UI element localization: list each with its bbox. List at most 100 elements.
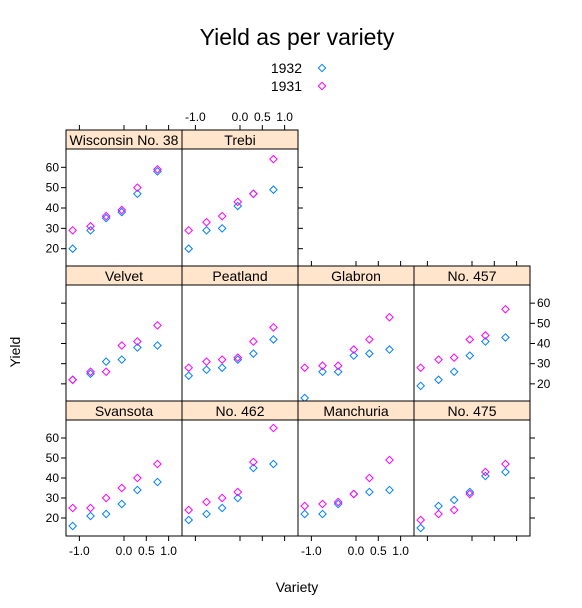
point-1931 xyxy=(86,221,95,231)
point-1932 xyxy=(153,477,162,487)
point-1932 xyxy=(202,225,211,235)
point-1932 xyxy=(117,499,127,509)
x-tick-label: 0.0 xyxy=(348,544,365,558)
point-1931 xyxy=(202,217,211,227)
point-1931 xyxy=(385,455,394,465)
point-1931 xyxy=(184,225,194,235)
point-1931 xyxy=(101,493,111,503)
y-tick-label: 30 xyxy=(46,491,60,505)
panel-title: Glabron xyxy=(331,268,381,284)
point-1932 xyxy=(153,341,162,350)
x-tick-label: 1.0 xyxy=(276,110,293,124)
point-1932 xyxy=(202,509,211,519)
panel-title: Svansota xyxy=(95,403,154,419)
point-1931 xyxy=(349,489,359,499)
point-1932 xyxy=(184,371,194,381)
point-1932 xyxy=(217,503,227,513)
point-1932 xyxy=(233,355,243,365)
point-1932 xyxy=(133,343,142,352)
panel-frame xyxy=(181,284,299,403)
point-1932 xyxy=(133,485,142,495)
point-1931 xyxy=(233,353,243,363)
point-1931 xyxy=(318,499,327,509)
point-1932 xyxy=(86,511,95,521)
point-1932 xyxy=(465,487,475,497)
point-1932 xyxy=(481,337,490,346)
point-1931 xyxy=(202,357,211,367)
point-1931 xyxy=(133,183,142,193)
point-1932 xyxy=(300,393,310,403)
point-1932 xyxy=(449,367,459,377)
point-1931 xyxy=(434,355,443,365)
y-tick-label: 30 xyxy=(537,357,551,371)
y-tick-label: 60 xyxy=(46,160,60,174)
point-1931 xyxy=(86,367,95,377)
point-1932 xyxy=(501,467,510,477)
point-1932 xyxy=(449,495,459,505)
point-1931 xyxy=(501,459,510,469)
point-1931 xyxy=(300,363,310,373)
x-tick-label: 0.5 xyxy=(254,110,271,124)
y-tick-label: 40 xyxy=(46,201,60,215)
point-1931 xyxy=(349,345,359,354)
point-1931 xyxy=(117,341,127,350)
point-1931 xyxy=(269,423,278,433)
point-1932 xyxy=(233,493,243,503)
x-tick-label: 0.0 xyxy=(232,110,249,124)
panel-title: No. 457 xyxy=(447,268,496,284)
point-1931 xyxy=(481,331,490,340)
x-tick-label: -1.0 xyxy=(185,110,206,124)
point-1932 xyxy=(101,509,111,519)
point-1932 xyxy=(101,357,111,367)
point-1931 xyxy=(501,304,510,314)
point-1932 xyxy=(501,333,510,342)
point-1931 xyxy=(300,501,310,511)
point-1932 xyxy=(269,185,278,195)
point-1932 xyxy=(153,166,162,176)
panel: Svansota xyxy=(65,400,183,537)
point-1931 xyxy=(101,211,111,221)
point-1931 xyxy=(249,457,258,467)
point-1932 xyxy=(68,375,78,385)
point-1932 xyxy=(416,523,426,533)
point-1932 xyxy=(101,213,111,223)
y-tick-label: 20 xyxy=(46,511,60,525)
panel-title: Velvet xyxy=(105,268,143,284)
panel: Manchuria xyxy=(297,400,415,537)
panel-title: No. 462 xyxy=(215,403,264,419)
point-1931 xyxy=(465,335,475,344)
point-1931 xyxy=(153,164,162,174)
point-1932 xyxy=(365,349,374,358)
y-tick-label: 30 xyxy=(46,221,60,235)
x-tick-label: 1.0 xyxy=(392,544,409,558)
point-1931 xyxy=(153,459,162,469)
point-1931 xyxy=(133,473,142,483)
panel-frame xyxy=(413,284,531,403)
point-1932 xyxy=(333,499,343,509)
point-1932 xyxy=(184,244,194,254)
point-1932 xyxy=(269,459,278,469)
x-tick-label: 1.0 xyxy=(160,544,177,558)
point-1932 xyxy=(184,515,194,525)
x-axis-title: Variety xyxy=(276,579,319,595)
point-1931 xyxy=(117,483,127,493)
legend-marker xyxy=(317,63,327,73)
point-1931 xyxy=(184,363,194,373)
point-1931 xyxy=(449,353,459,363)
point-1932 xyxy=(249,463,258,473)
point-1932 xyxy=(117,207,127,217)
y-tick-label: 50 xyxy=(46,451,60,465)
panel: Peatland xyxy=(181,265,299,403)
point-1931 xyxy=(68,503,78,513)
panel: Wisconsin No. 38 xyxy=(65,129,183,268)
point-1931 xyxy=(269,154,278,164)
point-1931 xyxy=(365,335,374,344)
panel: Glabron xyxy=(297,265,415,403)
point-1932 xyxy=(68,244,78,254)
point-1932 xyxy=(300,509,310,519)
panel-title: No. 475 xyxy=(447,403,496,419)
x-tick-label: -1.0 xyxy=(69,544,90,558)
point-1931 xyxy=(333,497,343,507)
point-1931 xyxy=(117,205,127,215)
panel: No. 475 xyxy=(413,400,531,537)
